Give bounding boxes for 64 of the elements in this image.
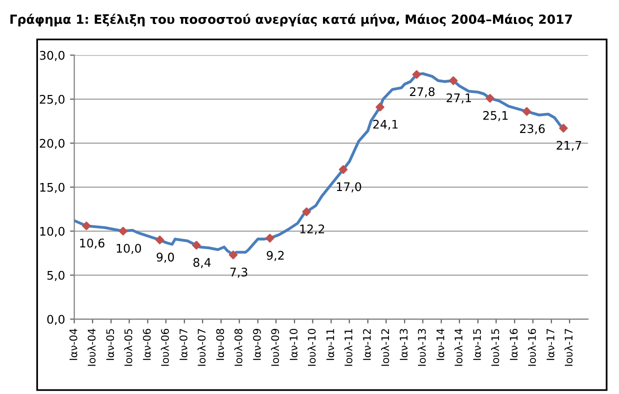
x-tick-label: Ιουλ-06 (160, 328, 169, 366)
data-label: 12,2 (300, 224, 324, 235)
y-tick-label: 10,0 (40, 226, 64, 238)
point (192, 240, 201, 250)
y-tick-label: 25,0 (40, 94, 64, 106)
x-tick-label: Ιαν-07 (180, 329, 188, 360)
x-tick-label: Ιαν-14 (436, 328, 444, 360)
x-tick-label: Ιουλ-09 (270, 328, 280, 366)
x-tick-label: Ιαν-04 (69, 328, 78, 360)
x-tick-label: Ιουλ-10 (308, 328, 316, 366)
point (155, 236, 164, 244)
x-tick-label: Ιουλ-13 (418, 329, 426, 366)
x-tick-label: Ιουλ-14 (454, 328, 462, 366)
x-tick-label: Ιαν-11 (326, 329, 334, 360)
point (266, 234, 274, 243)
point (448, 76, 458, 86)
x-tick-label: Ιουλ-08 (234, 328, 242, 366)
data-label: 7,3 (230, 268, 248, 278)
point (522, 107, 532, 116)
data-label: 27,8 (410, 87, 435, 98)
point (118, 226, 128, 236)
data-label: 21,7 (556, 140, 582, 152)
x-tick-label: Ιουλ-16 (528, 328, 536, 366)
data-label: 27,1 (446, 93, 471, 104)
data-label: 9,2 (266, 250, 284, 262)
x-tick-label: Ιαν-12 (362, 329, 371, 360)
point (338, 165, 348, 174)
x-tick-label: Ιαν-10 (290, 328, 298, 360)
x-tick-label: Ιαν-16 (510, 328, 518, 360)
x-tick-label: Ιαν-08 (216, 328, 224, 360)
x-tick-label: Ιουλ-04 (88, 328, 96, 366)
x-tick-label: Ιουλ-11 (344, 329, 352, 366)
data-label: 25,1 (483, 110, 508, 122)
point (486, 94, 494, 103)
x-tick-label: Ιουλ-05 (124, 329, 132, 366)
data-label: 8,4 (193, 258, 211, 268)
x-tick-label: Ιαν-09 (252, 328, 261, 360)
point (302, 207, 311, 216)
x-tick-label: Ιουλ-15 (491, 329, 500, 366)
x-tick-label: Ιαν-05 (106, 329, 114, 360)
point (376, 102, 384, 112)
x-tick-label: Ιαν-13 (400, 329, 408, 360)
x-tick-label: Ιουλ-12 (381, 329, 390, 366)
data-label: 17,0 (336, 182, 362, 192)
y-tick-label: 0,0 (47, 314, 64, 325)
point (82, 221, 91, 230)
point (559, 124, 568, 133)
x-tick-label: Ιαν-06 (142, 328, 151, 360)
data-label: 23,6 (520, 124, 545, 134)
y-tick-label: 20,0 (40, 138, 64, 150)
data-label: 9,0 (156, 252, 174, 263)
x-tick-label: Ιουλ-07 (198, 329, 206, 366)
y-tick-label: 30,0 (40, 50, 64, 62)
y-tick-label: 15,0 (40, 182, 64, 194)
data-label: 10,0 (116, 244, 142, 254)
point (412, 70, 422, 79)
point (228, 250, 238, 260)
x-tick-label: Ιουλ-17 (564, 329, 573, 366)
data-label: 10,6 (80, 238, 104, 249)
data-label: 24,1 (373, 120, 398, 130)
x-tick-label: Ιαν-17 (546, 329, 554, 360)
x-tick-label: Ιαν-15 (473, 329, 481, 360)
chart-title: Γράφημα 1: Εξέλιξη του ποσοστού ανεργίας κατά μήνα, Μάιος 2004–Μάιος 2017 (10, 14, 572, 26)
y-tick-label: 5,0 (47, 270, 64, 281)
